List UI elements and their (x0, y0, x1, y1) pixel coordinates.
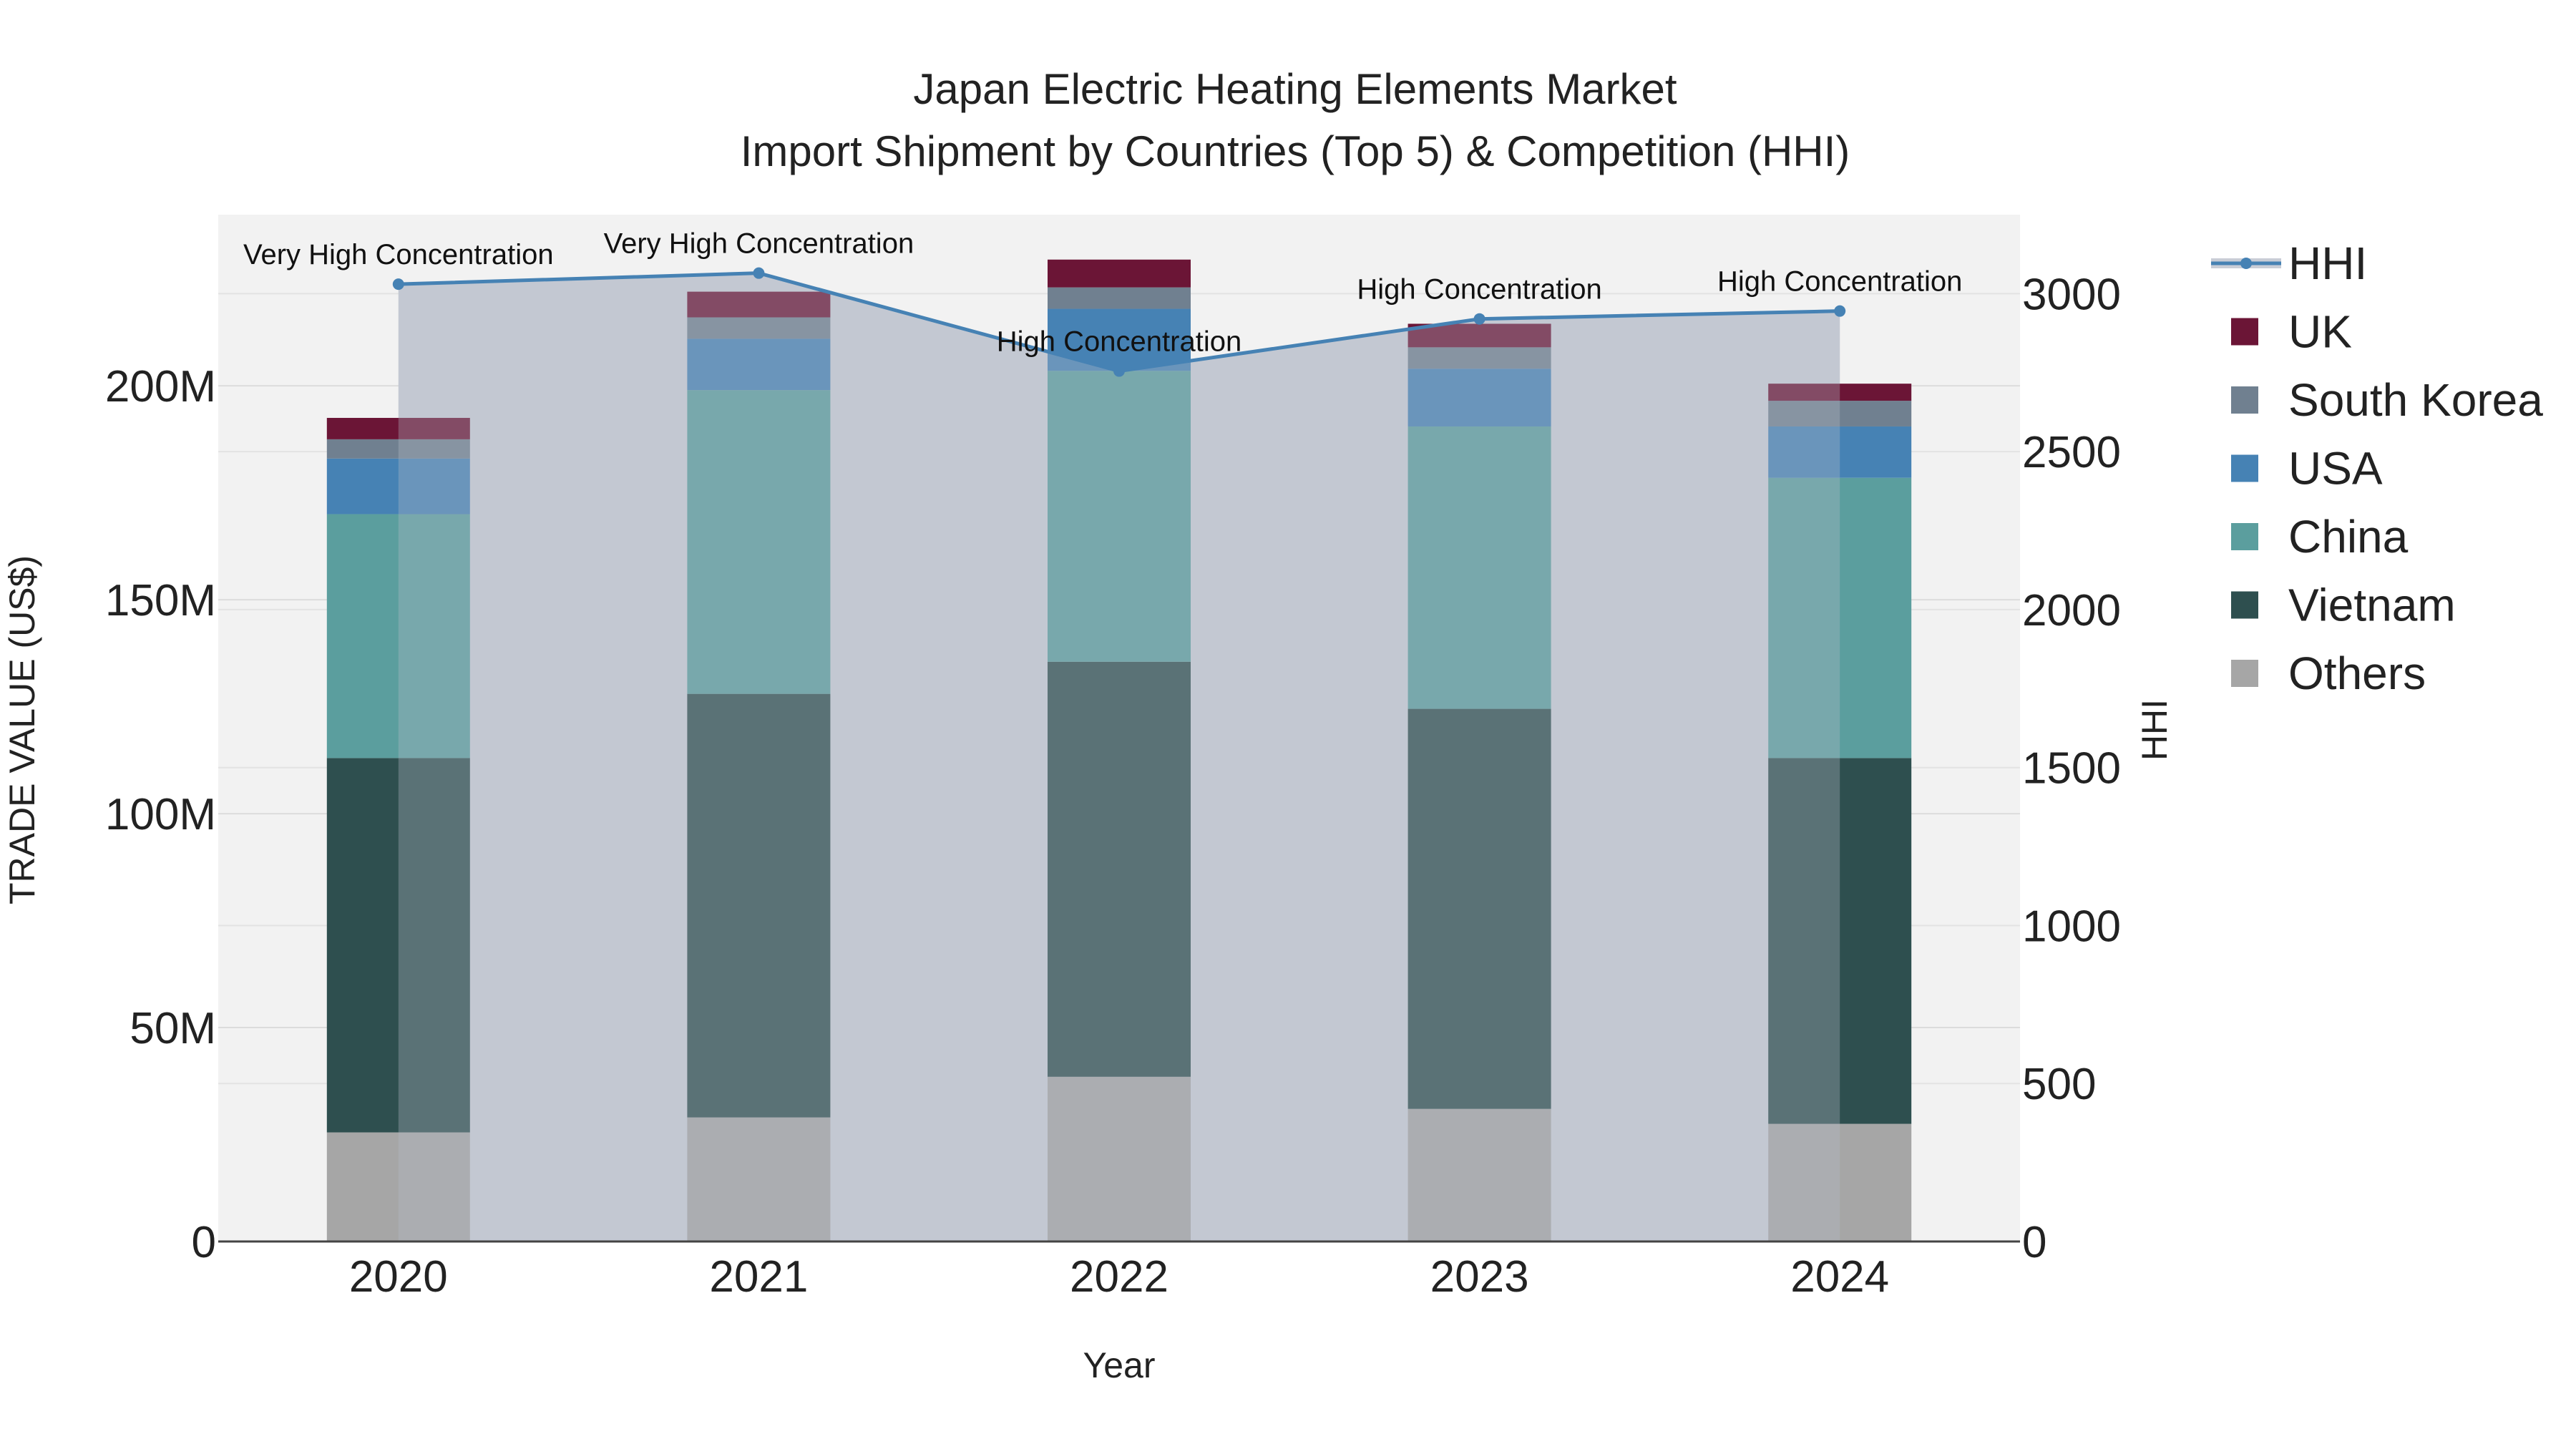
y-axis-title: TRADE VALUE (US$) (2, 555, 42, 904)
bar-uk-2022 (1048, 259, 1191, 288)
bar-uk-2021 (687, 291, 831, 318)
bar-china-2024 (1768, 477, 1912, 758)
y-tick-label: 50M (130, 1004, 216, 1053)
legend-label: Others (2288, 648, 2426, 699)
bars (326, 259, 1912, 1241)
hhi-area-overlay (398, 273, 1840, 1242)
hhi-point-2020 (392, 278, 404, 291)
axes: 2020 2021 2022 2023 2024 0 50M 100M 150M 200M 0 500… (105, 270, 2121, 1302)
x-tick-label: 2024 (1790, 1252, 1889, 1302)
legend-swatch-uk (2231, 318, 2258, 346)
bar-usa-2021 (687, 338, 831, 391)
bar-vietnam-2020 (326, 758, 470, 1133)
chart-subtitle: Import Shipment by Countries (Top 5) & C… (741, 127, 1850, 175)
bar-south-korea-2021 (687, 317, 831, 339)
hhi-point-2022 (1113, 365, 1125, 377)
legend-swatch-china (2231, 523, 2258, 550)
legend-swatch-others (2231, 660, 2258, 687)
legend-label: UK (2288, 306, 2352, 358)
bar-vietnam-2022 (1048, 661, 1191, 1077)
hhi-annotation-2020: Very High Concentration (243, 239, 554, 270)
hhi-annotation-2021: Very High Concentration (604, 228, 914, 260)
chart-title: Japan Electric Heating Elements Market (913, 65, 1677, 113)
legend: HHI UK South Korea USA China Vietnam Others (2211, 238, 2543, 699)
legend-label: USA (2288, 443, 2383, 494)
bar-china-2021 (687, 390, 831, 694)
bar-others-2024 (1768, 1123, 1912, 1241)
bar-china-2020 (326, 514, 470, 758)
legend-hhi-marker (2240, 258, 2252, 269)
y-tick-label: 150M (105, 576, 216, 625)
x-tick-label: 2021 (709, 1252, 808, 1302)
bar-others-2020 (326, 1132, 470, 1241)
y2-tick-label: 2000 (2022, 586, 2121, 635)
hhi-point-2023 (1473, 313, 1485, 325)
bar-usa-2022 (1048, 308, 1191, 371)
bar-others-2021 (687, 1117, 831, 1241)
legend-label: Vietnam (2288, 580, 2456, 631)
bar-south-korea-2020 (326, 439, 470, 459)
legend-swatch-vietnam (2231, 591, 2258, 619)
x-tick-label: 2022 (1070, 1252, 1169, 1302)
y2-tick-label: 0 (2022, 1218, 2046, 1267)
hhi-annotation-2023: High Concentration (1357, 274, 1601, 306)
hhi-line: Very High Concentration Very High Concent… (243, 228, 1962, 377)
y-tick-label: 100M (105, 790, 216, 839)
bar-usa-2023 (1407, 369, 1551, 426)
bar-uk-2020 (326, 418, 470, 439)
legend-swatch-south-korea (2231, 386, 2258, 414)
bar-south-korea-2023 (1407, 347, 1551, 369)
legend-label: South Korea (2288, 374, 2543, 426)
bar-south-korea-2024 (1768, 401, 1912, 426)
bar-china-2023 (1407, 426, 1551, 709)
y-tick-label: 0 (192, 1218, 216, 1267)
bar-uk-2024 (1768, 384, 1912, 401)
legend-label: HHI (2288, 238, 2367, 289)
legend-label: China (2288, 511, 2409, 562)
bar-usa-2024 (1768, 426, 1912, 478)
bar-vietnam-2021 (687, 693, 831, 1118)
hhi-point-2021 (753, 267, 765, 279)
bar-vietnam-2023 (1407, 708, 1551, 1109)
hhi-annotation-2022: High Concentration (997, 326, 1241, 358)
legend-swatch-usa (2231, 454, 2258, 482)
y-tick-label: 200M (105, 362, 216, 411)
x-tick-label: 2020 (349, 1252, 448, 1302)
bar-others-2023 (1407, 1108, 1551, 1241)
bar-vietnam-2024 (1768, 758, 1912, 1124)
bar-usa-2020 (326, 458, 470, 514)
y2-axis-title: HHI (2135, 699, 2175, 761)
y2-tick-label: 1000 (2022, 902, 2121, 951)
y2-tick-label: 2500 (2022, 428, 2121, 477)
bar-others-2022 (1048, 1076, 1191, 1241)
bar-uk-2023 (1407, 323, 1551, 348)
y2-tick-label: 3000 (2022, 270, 2121, 319)
x-tick-label: 2023 (1430, 1252, 1529, 1302)
y2-tick-label: 500 (2022, 1060, 2096, 1109)
bar-south-korea-2022 (1048, 287, 1191, 309)
x-axis-title: Year (1083, 1345, 1155, 1385)
hhi-annotation-2024: High Concentration (1717, 266, 1962, 298)
y2-tick-label: 1500 (2022, 744, 2121, 794)
hhi-point-2024 (1834, 305, 1846, 317)
hhi-overlay (398, 273, 1840, 1242)
bar-china-2022 (1048, 371, 1191, 662)
